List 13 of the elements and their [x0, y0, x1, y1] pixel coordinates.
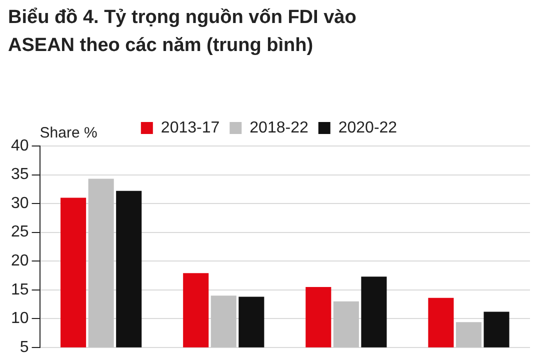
y-tick-label: 40 [11, 137, 29, 154]
legend-label: 2018-22 [250, 119, 308, 136]
y-tick-label: 30 [11, 194, 29, 212]
y-tick-label: 5 [20, 338, 29, 356]
y-tick-label: 35 [11, 166, 29, 184]
legend-label: 2013-17 [160, 119, 220, 136]
y-tick-label: 15 [11, 281, 29, 298]
y-tick-label: 10 [11, 310, 29, 328]
legend-label: 2020-22 [338, 119, 398, 136]
y-tick-label: 25 [11, 224, 29, 241]
chart-title: Biểu đồ 4. Tỷ trọng nguồn vốn FDI vào ASEAN theo các năm (trung bình) [7, 6, 358, 58]
y-axis-title: Share % [40, 124, 98, 142]
y-tick-label: 20 [11, 252, 29, 270]
